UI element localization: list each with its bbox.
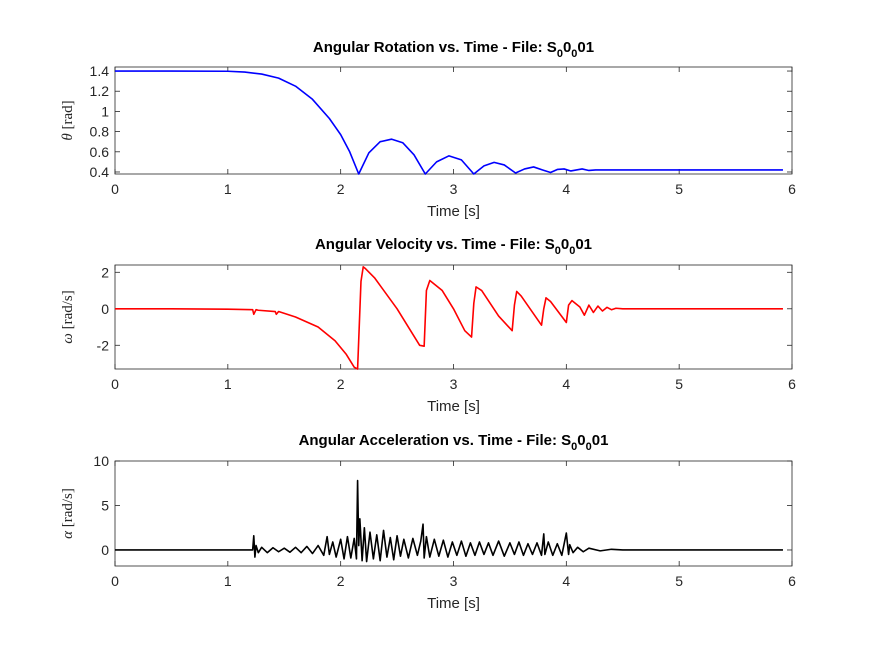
rotation-y-axis-label: θ [rad] — [60, 100, 76, 140]
rotation-y-tick-label: 1.2 — [90, 83, 110, 99]
velocity-x-tick-label: 1 — [224, 376, 232, 392]
velocity-x-tick-label: 5 — [675, 376, 683, 392]
rotation-y-tick-label: 1 — [101, 103, 109, 119]
velocity-x-axis-label: Time [s] — [427, 398, 480, 415]
rotation-x-axis-label: Time [s] — [427, 203, 480, 220]
velocity-x-tick-label: 3 — [450, 376, 458, 392]
acceleration-x-tick-label: 1 — [224, 573, 232, 589]
acceleration-x-tick-label: 2 — [337, 573, 345, 589]
rotation-y-tick-label: 1.4 — [90, 63, 110, 79]
acceleration-x-tick-label: 0 — [111, 573, 119, 589]
acceleration-x-tick-label: 5 — [675, 573, 683, 589]
rotation-y-tick-label: 0.6 — [90, 144, 110, 160]
rotation-x-tick-label: 0 — [111, 181, 119, 197]
rotation-x-tick-label: 5 — [675, 181, 683, 197]
acceleration-series-line — [115, 479, 783, 563]
velocity-series-line — [115, 266, 783, 370]
rotation-x-tick-label: 4 — [562, 181, 570, 197]
rotation-x-tick-label: 2 — [337, 181, 345, 197]
rotation-panel: 0 1 2 3 4 5 6 0.4 0.6 0.8 1 1.2 1.4 Angular Rotation … — [60, 39, 796, 220]
velocity-y-tick-label: -2 — [97, 337, 110, 353]
acceleration-x-tick-label: 4 — [562, 573, 570, 589]
velocity-y-tick-label: 2 — [101, 264, 109, 280]
acceleration-y-axis-label: α [rad/s] — [60, 488, 76, 539]
velocity-y-axis-label: ω [rad/s] — [60, 290, 76, 344]
velocity-y-tick-label: 0 — [101, 301, 109, 317]
velocity-title: Angular Velocity vs. Time - File: S00001 — [315, 236, 592, 257]
velocity-x-tick-label: 4 — [562, 376, 570, 392]
acceleration-plot-area — [114, 460, 793, 567]
acceleration-title: Angular Acceleration vs. Time - File: S0… — [299, 432, 609, 453]
velocity-x-tick-label: 2 — [337, 376, 345, 392]
rotation-x-tick-label: 3 — [450, 181, 458, 197]
rotation-series-line — [115, 70, 783, 175]
acceleration-y-tick-label: 5 — [101, 497, 109, 513]
rotation-x-tick-label: 6 — [788, 181, 796, 197]
acceleration-x-axis-label: Time [s] — [427, 595, 480, 612]
acceleration-panel: 0 1 2 3 4 5 6 0 5 10 Angular Acceleration vs. Time… — [60, 432, 796, 612]
rotation-x-tick-label: 1 — [224, 181, 232, 197]
acceleration-y-tick-label: 0 — [101, 542, 109, 558]
acceleration-x-tick-label: 6 — [788, 573, 796, 589]
acceleration-y-tick-label: 10 — [93, 453, 109, 469]
acceleration-x-tick-label: 3 — [450, 573, 458, 589]
velocity-plot-area — [114, 264, 793, 370]
velocity-panel: 0 1 2 3 4 5 6 -2 0 2 Angular Velocity vs. Time - F… — [60, 236, 796, 415]
rotation-title: Angular Rotation vs. Time - File: S00001 — [313, 39, 594, 60]
rotation-plot-area — [114, 66, 793, 175]
velocity-x-tick-label: 6 — [788, 376, 796, 392]
rotation-y-tick-label: 0.8 — [90, 124, 110, 140]
velocity-x-tick-label: 0 — [111, 376, 119, 392]
rotation-y-tick-label: 0.4 — [90, 164, 110, 180]
